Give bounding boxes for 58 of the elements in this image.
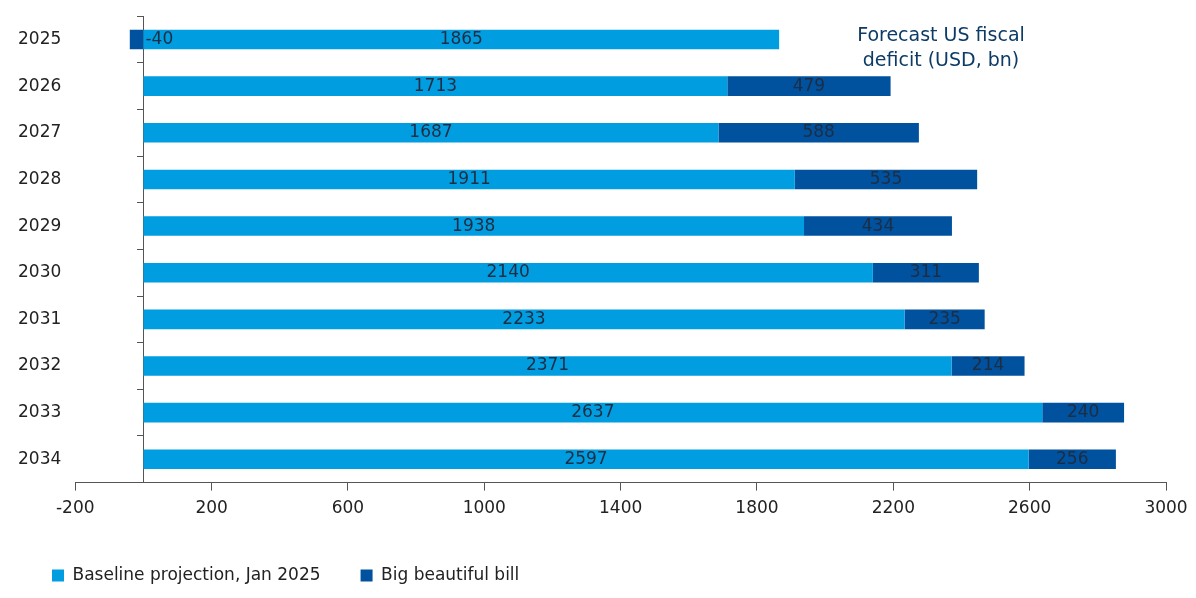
data-label: 2637 (571, 401, 615, 422)
bar (143, 262, 873, 283)
x-tick-label: -200 (55, 497, 95, 518)
data-label: 1938 (452, 214, 496, 235)
y-tick-label: 2027 (18, 121, 62, 142)
x-tick-label: 1400 (599, 497, 643, 518)
bar (804, 216, 952, 236)
y-tick-label: 2033 (18, 401, 62, 422)
y-tick-label: 2028 (18, 167, 62, 188)
data-label: 588 (802, 121, 835, 142)
y-tick-label: 2026 (18, 74, 62, 95)
bar (143, 123, 719, 143)
x-tick-label: 1800 (735, 497, 779, 518)
bar (718, 123, 919, 143)
y-tick-label: 2034 (18, 447, 62, 468)
x-tick-label: 2200 (871, 497, 915, 518)
bar (143, 449, 1029, 470)
x-tick-label: 200 (195, 497, 228, 518)
data-label: 434 (861, 214, 895, 235)
data-label: 1713 (413, 74, 458, 95)
x-tick-label: 600 (331, 497, 365, 518)
data-label: -40 (145, 27, 174, 48)
legend-label: Baseline projection, Jan 2025 (72, 563, 321, 584)
bar (129, 29, 144, 50)
data-label: 1911 (447, 167, 491, 188)
text: Forecast US fiscal deficit (USD, bn) (857, 22, 1025, 70)
y-tick-label: 2025 (18, 27, 62, 48)
y-tick-label: 2032 (18, 354, 62, 375)
bar (872, 262, 979, 283)
y-tick-label: 2030 (18, 261, 62, 282)
bar (143, 216, 805, 236)
data-label: 2371 (525, 354, 570, 375)
legend-label: Big beautiful bill (381, 563, 520, 584)
data-label: 214 (971, 354, 1005, 375)
y-tick-label: 2031 (18, 307, 62, 328)
data-label: 2233 (502, 307, 546, 328)
bar (143, 402, 1043, 423)
x-tick-label: 3000 (1144, 497, 1188, 518)
data-label: 535 (869, 167, 903, 188)
data-label: 2140 (486, 261, 530, 282)
data-label: 256 (1056, 447, 1089, 468)
data-label: 1687 (409, 121, 453, 142)
bar (143, 76, 728, 96)
bar (143, 169, 795, 190)
y-tick-label: 2029 (18, 214, 62, 235)
data-label: 1865 (439, 27, 483, 48)
data-label: 311 (909, 261, 943, 282)
x-tick-label: 1000 (462, 497, 506, 518)
data-label: 479 (792, 74, 826, 95)
data-label: 235 (928, 307, 961, 328)
bar (143, 29, 780, 50)
data-label: 2597 (564, 447, 608, 468)
x-tick-label: 2600 (1008, 497, 1052, 518)
bar (143, 309, 905, 330)
bar (727, 76, 891, 96)
bar (143, 356, 952, 376)
bar (794, 169, 978, 190)
data-label: 240 (1066, 401, 1100, 422)
